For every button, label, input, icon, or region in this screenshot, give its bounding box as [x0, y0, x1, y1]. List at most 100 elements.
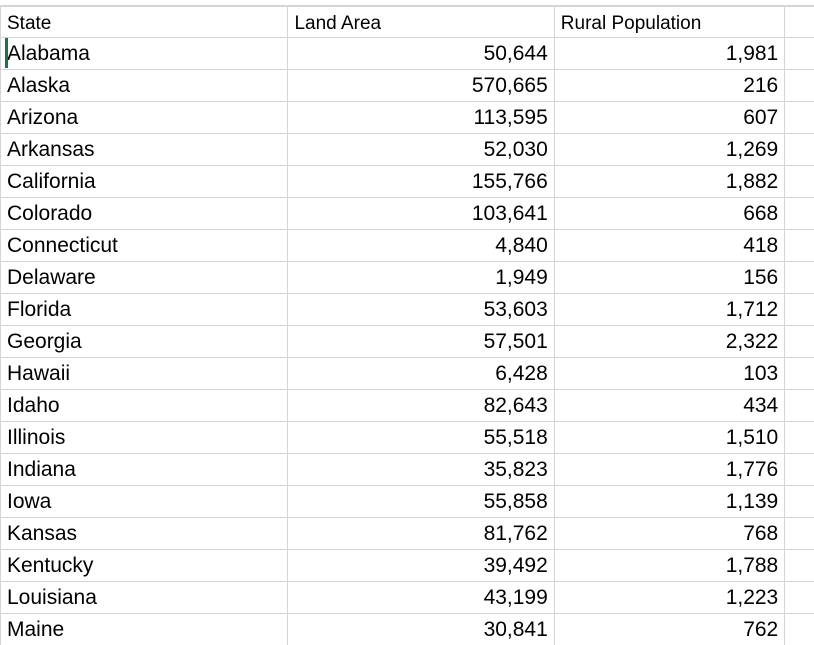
- table-row: Hawaii 6,428 103: [0, 357, 814, 390]
- cell-state[interactable]: Alaska: [0, 69, 289, 102]
- cell-land-area[interactable]: 55,858: [287, 485, 555, 518]
- cell-rural-population[interactable]: 418: [553, 229, 786, 262]
- table-row: Colorado 103,641 668: [0, 197, 814, 230]
- table-row: Georgia 57,501 2,322: [0, 325, 814, 358]
- cell-state[interactable]: Illinois: [0, 421, 289, 454]
- empty-cell[interactable]: [784, 613, 814, 645]
- table-row: Idaho 82,643 434: [0, 389, 814, 422]
- empty-cell[interactable]: [784, 421, 814, 454]
- empty-cell[interactable]: [784, 485, 814, 518]
- cell-rural-population[interactable]: 1,882: [553, 165, 786, 198]
- table-row: Connecticut 4,840 418: [0, 229, 814, 262]
- cell-land-area[interactable]: 81,762: [287, 517, 555, 550]
- cell-state[interactable]: Colorado: [0, 197, 289, 230]
- cell-state[interactable]: Florida: [0, 293, 289, 326]
- cell-rural-population[interactable]: 1,510: [553, 421, 786, 454]
- cell-rural-population[interactable]: 1,139: [553, 485, 786, 518]
- cell-state[interactable]: Arizona: [0, 101, 289, 134]
- table-row: Illinois 55,518 1,510: [0, 421, 814, 454]
- empty-cell[interactable]: [784, 453, 814, 486]
- cell-land-area[interactable]: 53,603: [287, 293, 555, 326]
- empty-cell[interactable]: [784, 261, 814, 294]
- table-row: California 155,766 1,882: [0, 165, 814, 198]
- cell-rural-population[interactable]: 103: [553, 357, 786, 390]
- cell-land-area[interactable]: 113,595: [287, 101, 555, 134]
- cell-land-area[interactable]: 39,492: [287, 549, 555, 582]
- cell-state[interactable]: Louisiana: [0, 581, 289, 614]
- cell-land-area[interactable]: 155,766: [287, 165, 555, 198]
- cell-state[interactable]: Connecticut: [0, 229, 289, 262]
- cell-land-area[interactable]: 35,823: [287, 453, 555, 486]
- cell-land-area[interactable]: 570,665: [287, 69, 555, 102]
- header-cell-land-area[interactable]: Land Area: [287, 6, 555, 38]
- empty-cell[interactable]: [784, 229, 814, 262]
- cell-rural-population[interactable]: 762: [553, 613, 786, 645]
- empty-cell[interactable]: [784, 325, 814, 358]
- cell-land-area[interactable]: 52,030: [287, 133, 555, 166]
- cell-rural-population[interactable]: 1,712: [553, 293, 786, 326]
- table-row: Alaska 570,665 216: [0, 69, 814, 102]
- empty-cell[interactable]: [784, 101, 814, 134]
- cell-land-area[interactable]: 6,428: [287, 357, 555, 390]
- cell-land-area[interactable]: 30,841: [287, 613, 555, 645]
- cell-rural-population[interactable]: 607: [553, 101, 786, 134]
- empty-cell[interactable]: [784, 37, 814, 70]
- cell-rural-population[interactable]: 1,981: [553, 37, 786, 70]
- empty-cell[interactable]: [784, 549, 814, 582]
- table-row: Maine 30,841 762: [0, 613, 814, 645]
- cell-land-area[interactable]: 55,518: [287, 421, 555, 454]
- empty-cell[interactable]: [784, 357, 814, 390]
- table-row: Florida 53,603 1,712: [0, 293, 814, 326]
- empty-cell[interactable]: [784, 6, 814, 38]
- active-cell-indicator: [5, 38, 8, 68]
- cell-state[interactable]: Kansas: [0, 517, 289, 550]
- cell-land-area[interactable]: 4,840: [287, 229, 555, 262]
- cell-land-area[interactable]: 43,199: [287, 581, 555, 614]
- cell-rural-population[interactable]: 156: [553, 261, 786, 294]
- empty-cell[interactable]: [784, 165, 814, 198]
- empty-cell[interactable]: [784, 517, 814, 550]
- empty-cell[interactable]: [784, 581, 814, 614]
- cell-rural-population[interactable]: 668: [553, 197, 786, 230]
- cell-rural-population[interactable]: 1,776: [553, 453, 786, 486]
- cell-state[interactable]: Indiana: [0, 453, 289, 486]
- cell-state[interactable]: Delaware: [0, 261, 289, 294]
- cell-rural-population[interactable]: 1,269: [553, 133, 786, 166]
- grid-top-edge: [0, 0, 814, 6]
- cell-state[interactable]: Hawaii: [0, 357, 289, 390]
- cell-rural-population[interactable]: 1,788: [553, 549, 786, 582]
- empty-cell[interactable]: [784, 293, 814, 326]
- cell-land-area[interactable]: 57,501: [287, 325, 555, 358]
- cell-state[interactable]: Georgia: [0, 325, 289, 358]
- cell-state[interactable]: Maine: [0, 613, 289, 645]
- empty-cell[interactable]: [784, 133, 814, 166]
- cell-state[interactable]: Kentucky: [0, 549, 289, 582]
- empty-cell[interactable]: [784, 69, 814, 102]
- table-row: Arkansas 52,030 1,269: [0, 133, 814, 166]
- cell-rural-population[interactable]: 434: [553, 389, 786, 422]
- cell-rural-population[interactable]: 216: [553, 69, 786, 102]
- table-row: Indiana 35,823 1,776: [0, 453, 814, 486]
- cell-rural-population[interactable]: 768: [553, 517, 786, 550]
- data-table: State Land Area Rural Population Alabama…: [0, 6, 814, 645]
- cell-land-area[interactable]: 1,949: [287, 261, 555, 294]
- cell-state[interactable]: California: [0, 165, 289, 198]
- cell-land-area[interactable]: 50,644: [287, 37, 555, 70]
- table-row: Delaware 1,949 156: [0, 261, 814, 294]
- empty-cell[interactable]: [784, 389, 814, 422]
- table-row: Arizona 113,595 607: [0, 101, 814, 134]
- cell-state[interactable]: Alabama: [0, 37, 289, 70]
- cell-land-area[interactable]: 82,643: [287, 389, 555, 422]
- header-cell-rural-population[interactable]: Rural Population: [553, 6, 786, 38]
- cell-state[interactable]: Iowa: [0, 485, 289, 518]
- cell-state[interactable]: Idaho: [0, 389, 289, 422]
- table-row: Kansas 81,762 768: [0, 517, 814, 550]
- header-cell-state[interactable]: State: [0, 6, 289, 38]
- empty-cell[interactable]: [784, 197, 814, 230]
- cell-state[interactable]: Arkansas: [0, 133, 289, 166]
- table-row: Iowa 55,858 1,139: [0, 485, 814, 518]
- cell-rural-population[interactable]: 1,223: [553, 581, 786, 614]
- cell-land-area[interactable]: 103,641: [287, 197, 555, 230]
- cell-rural-population[interactable]: 2,322: [553, 325, 786, 358]
